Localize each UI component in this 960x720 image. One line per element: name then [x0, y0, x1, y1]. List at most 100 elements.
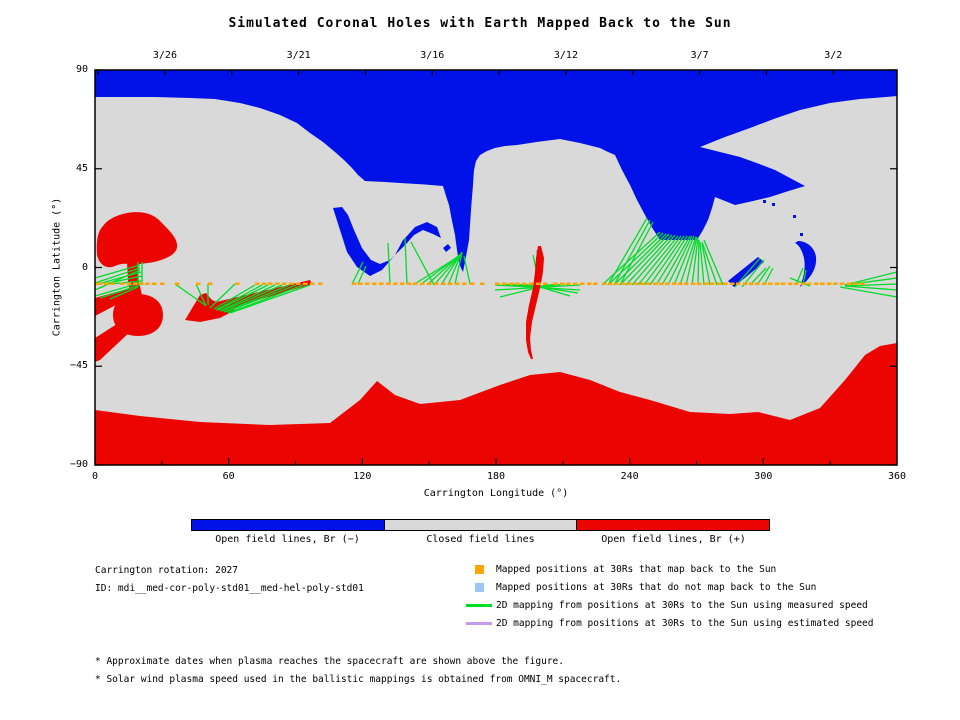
mapped-point: [448, 282, 453, 285]
mapped-point: [827, 282, 832, 285]
mapping-line: [419, 253, 462, 286]
legend-label: Mapped positions at 30Rs that do not map…: [496, 581, 817, 593]
mapped-point: [95, 282, 100, 285]
mapped-point: [441, 282, 446, 285]
mapped-point: [480, 282, 485, 285]
date-label: 3/7: [690, 50, 709, 61]
legend-label: 2D mapping from positions at 30Rs to the…: [496, 599, 868, 611]
mapping-line: [607, 217, 648, 286]
purple-line-swatch: [466, 621, 492, 625]
mapping-line: [691, 237, 699, 286]
mapping-line: [223, 284, 290, 313]
colorbar-label: Open field lines, Br (+): [601, 534, 746, 545]
mapping-line: [221, 284, 283, 312]
mapping-line: [734, 257, 761, 288]
mapped-point: [495, 282, 500, 285]
mapped-point: [853, 282, 858, 285]
mapping-legend: Mapped positions at 30Rs that map back t…: [462, 560, 874, 632]
mapped-point: [593, 282, 598, 285]
mapped-point: [310, 282, 315, 285]
mapped-point: [566, 282, 571, 285]
mapped-point: [110, 282, 115, 285]
colorbar-label: Open field lines, Br (−): [215, 534, 360, 545]
mapped-point: [470, 282, 475, 285]
mapped-point: [434, 282, 439, 285]
mapped-point: [801, 282, 806, 285]
mapping-line: [699, 241, 705, 286]
green-line-swatch: [466, 603, 492, 607]
mapping-line: [227, 284, 304, 314]
mapping-line: [795, 267, 804, 286]
region-red-lower-left-arm: [95, 322, 132, 362]
mapped-point: [455, 282, 460, 285]
mapping-line: [109, 280, 143, 285]
date-label: 3/2: [824, 50, 843, 61]
mapped-point: [282, 282, 287, 285]
mapping-line: [229, 284, 311, 314]
mapping-line: [426, 252, 463, 286]
mapped-point: [255, 282, 260, 285]
mapped-point: [352, 282, 357, 285]
mapped-point: [847, 282, 852, 285]
mapped-point: [710, 282, 715, 285]
mapped-point: [768, 282, 773, 285]
mapping-line: [539, 286, 571, 297]
mapped-point: [775, 282, 780, 285]
footnote-dates: * Approximate dates when plasma reaches …: [95, 656, 564, 667]
region-open-field-negative-north: [95, 70, 897, 272]
legend-label: 2D mapping from positions at 30Rs to the…: [496, 617, 874, 629]
region-blue-dash: [443, 244, 451, 252]
mapping-line: [215, 284, 263, 311]
mapping-line: [697, 239, 700, 286]
model-id-text: ID: mdi__med-cor-poly-std01__med-hel-pol…: [95, 583, 364, 594]
mapping-line: [463, 255, 471, 285]
mapping-line: [613, 219, 651, 286]
mapped-point: [98, 282, 103, 285]
mapped-point: [413, 282, 418, 285]
region-red-snake: [526, 246, 544, 359]
x-tick-label: 120: [353, 471, 372, 482]
mapping-line: [619, 221, 654, 286]
x-tick-label: 60: [222, 471, 235, 482]
mapped-point: [621, 282, 626, 285]
date-label: 3/21: [286, 50, 311, 61]
mapping-line: [625, 234, 673, 286]
mapped-point: [529, 282, 534, 285]
x-tick-label: 360: [887, 471, 907, 482]
y-tick-label: 90: [75, 64, 88, 75]
mapped-point: [602, 282, 607, 285]
legend-swatch-box: [462, 603, 496, 607]
mapping-line: [94, 282, 141, 297]
y-tick-label: 45: [75, 162, 88, 174]
mapped-point: [704, 282, 709, 285]
mapped-point: [691, 282, 696, 285]
y-axis-title: Carrington Latitude (°): [51, 197, 63, 337]
mapping-line: [97, 271, 142, 285]
x-axis-title: Carrington Longitude (°): [423, 488, 569, 499]
mapped-point: [152, 282, 157, 285]
mapped-point: [139, 282, 144, 285]
mapped-point: [303, 282, 308, 285]
mapped-point: [175, 282, 180, 285]
mapped-point: [608, 282, 613, 285]
region-blue-crescent: [795, 241, 817, 287]
date-label: 3/12: [553, 50, 578, 61]
mapped-point: [318, 282, 323, 285]
mapped-point: [462, 282, 467, 285]
mapping-line: [613, 233, 667, 286]
mapping-line: [673, 235, 695, 286]
mapping-line: [209, 283, 236, 309]
mapped-point: [268, 282, 273, 285]
mapping-line: [749, 267, 767, 286]
colorbar-segment-red: [576, 519, 771, 531]
mapping-line: [454, 252, 463, 285]
mapping-line: [756, 265, 771, 286]
legend-row: 2D mapping from positions at 30Rs to the…: [462, 614, 874, 632]
mapping-line: [94, 269, 141, 291]
x-tick-label: 0: [91, 471, 99, 482]
mapping-line: [649, 235, 685, 286]
y-tick-label: 0: [81, 261, 88, 273]
mapping-line: [387, 242, 391, 285]
region-blue-hook: [333, 207, 441, 276]
